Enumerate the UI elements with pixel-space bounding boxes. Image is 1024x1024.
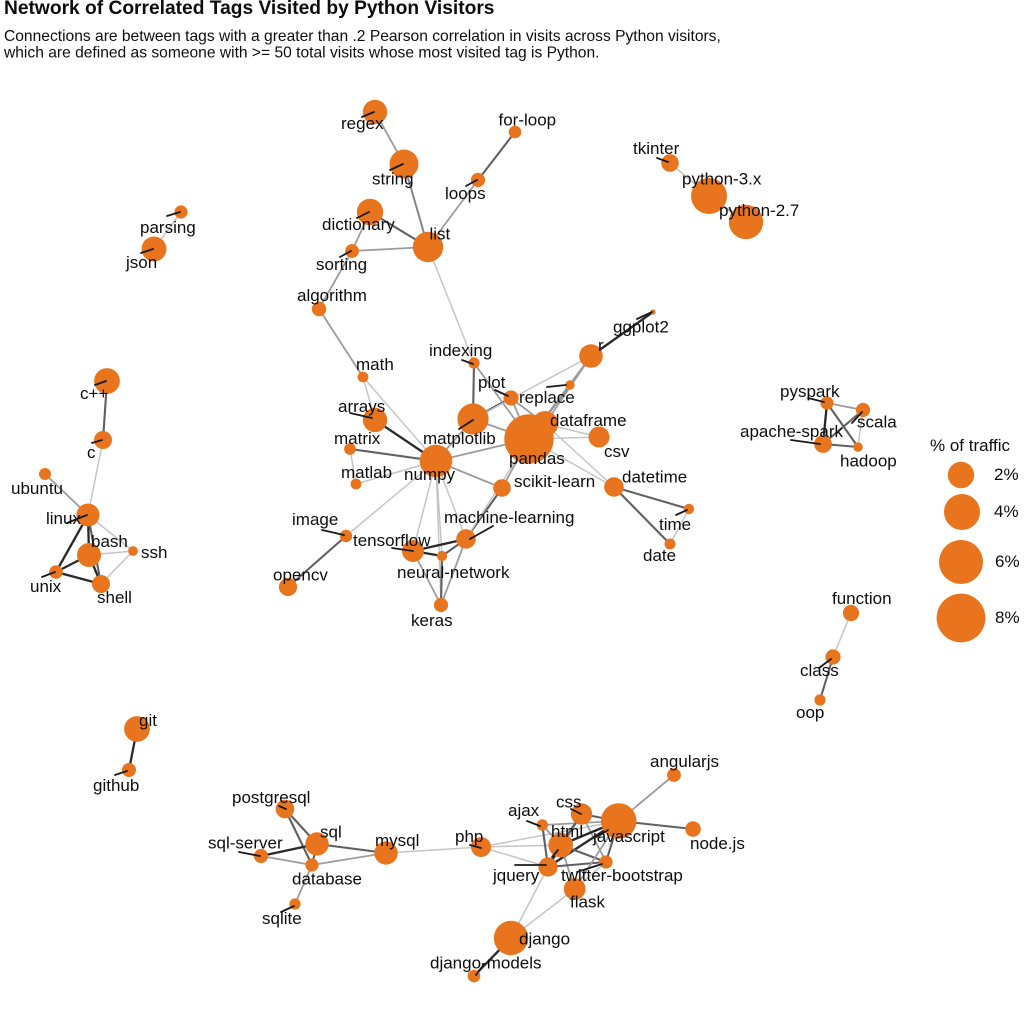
svg-text:csv: csv <box>604 442 630 461</box>
svg-text:angularjs: angularjs <box>650 752 719 771</box>
svg-text:c: c <box>87 443 96 462</box>
svg-text:algorithm: algorithm <box>297 286 367 305</box>
svg-text:flask: flask <box>570 893 605 912</box>
svg-text:json: json <box>125 253 157 272</box>
svg-text:c++: c++ <box>80 384 108 403</box>
svg-text:php: php <box>455 827 483 846</box>
svg-text:bash: bash <box>91 532 128 551</box>
svg-text:twitter-bootstrap: twitter-bootstrap <box>561 866 683 885</box>
svg-text:r: r <box>598 336 604 355</box>
svg-text:function: function <box>832 589 892 608</box>
svg-text:git: git <box>139 711 157 730</box>
svg-text:linux: linux <box>46 509 81 528</box>
svg-text:matplotlib: matplotlib <box>423 429 496 448</box>
svg-text:list: list <box>430 225 451 244</box>
svg-text:keras: keras <box>411 611 453 630</box>
svg-text:4%: 4% <box>994 502 1019 521</box>
svg-text:math: math <box>356 355 394 374</box>
svg-text:scikit-learn: scikit-learn <box>514 472 595 491</box>
svg-text:opencv: opencv <box>273 566 328 585</box>
svg-text:sorting: sorting <box>316 255 367 274</box>
svg-text:django-models: django-models <box>430 954 542 973</box>
svg-text:apache-spark: apache-spark <box>740 422 844 441</box>
svg-text:ajax: ajax <box>508 801 540 820</box>
svg-text:Connections are between tags w: Connections are between tags with a grea… <box>4 28 721 45</box>
svg-text:python-3.x: python-3.x <box>682 170 762 189</box>
svg-text:% of traffic: % of traffic <box>930 436 1010 455</box>
svg-text:ssh: ssh <box>141 543 167 562</box>
svg-text:string: string <box>372 170 414 189</box>
svg-text:database: database <box>292 870 362 889</box>
svg-text:css: css <box>556 793 582 812</box>
svg-text:6%: 6% <box>995 552 1020 571</box>
svg-text:jquery: jquery <box>492 866 540 885</box>
svg-text:node.js: node.js <box>690 834 745 853</box>
svg-text:pyspark: pyspark <box>780 382 840 401</box>
svg-text:oop: oop <box>796 703 824 722</box>
svg-text:image: image <box>292 510 338 529</box>
svg-text:tensorflow: tensorflow <box>353 531 431 550</box>
svg-text:loops: loops <box>445 184 486 203</box>
svg-text:pandas: pandas <box>509 449 565 468</box>
svg-text:postgresql: postgresql <box>232 788 310 807</box>
svg-text:sql: sql <box>320 823 342 842</box>
svg-text:replace: replace <box>519 388 575 407</box>
svg-text:scala: scala <box>857 413 897 432</box>
svg-text:class: class <box>800 661 839 680</box>
svg-text:sqlite: sqlite <box>262 909 302 928</box>
svg-text:sql-server: sql-server <box>208 834 283 853</box>
svg-text:shell: shell <box>97 588 132 607</box>
svg-text:indexing: indexing <box>429 341 492 360</box>
svg-text:plot: plot <box>478 373 506 392</box>
svg-text:arrays: arrays <box>338 397 385 416</box>
svg-text:8%: 8% <box>995 608 1020 627</box>
svg-text:neural-network: neural-network <box>397 563 510 582</box>
svg-text:which are defined as someone w: which are defined as someone with >= 50 … <box>3 45 599 62</box>
svg-text:datetime: datetime <box>622 468 687 487</box>
svg-text:mysql: mysql <box>375 831 419 850</box>
svg-text:time: time <box>659 515 691 534</box>
svg-text:2%: 2% <box>994 465 1019 484</box>
svg-text:tkinter: tkinter <box>633 139 680 158</box>
svg-text:date: date <box>643 546 676 565</box>
svg-text:matrix: matrix <box>334 429 381 448</box>
svg-text:javascript: javascript <box>592 827 665 846</box>
svg-text:html: html <box>551 822 583 841</box>
svg-text:parsing: parsing <box>140 218 196 237</box>
svg-text:unix: unix <box>30 577 62 596</box>
svg-text:ubuntu: ubuntu <box>11 479 63 498</box>
svg-text:machine-learning: machine-learning <box>444 508 574 527</box>
svg-text:dataframe: dataframe <box>550 411 627 430</box>
svg-text:Network of Correlated Tags Vis: Network of Correlated Tags Visited by Py… <box>4 0 494 19</box>
svg-text:for-loop: for-loop <box>499 111 557 130</box>
svg-text:dictionary: dictionary <box>322 215 395 234</box>
svg-text:numpy: numpy <box>404 465 456 484</box>
svg-text:python-2.7: python-2.7 <box>719 201 799 220</box>
svg-text:ggplot2: ggplot2 <box>613 318 669 337</box>
svg-text:regex: regex <box>341 114 384 133</box>
svg-text:hadoop: hadoop <box>840 452 897 471</box>
svg-text:github: github <box>93 776 139 795</box>
svg-text:django: django <box>519 930 570 949</box>
svg-text:matlab: matlab <box>341 463 392 482</box>
